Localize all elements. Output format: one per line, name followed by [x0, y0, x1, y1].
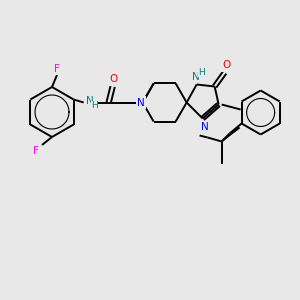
Text: N: N: [137, 98, 145, 107]
Text: N: N: [192, 73, 200, 82]
Text: O: O: [223, 61, 231, 70]
Text: F: F: [54, 64, 60, 74]
Text: O: O: [110, 74, 118, 85]
Text: H: H: [198, 68, 205, 77]
Text: N: N: [201, 122, 208, 131]
Text: F: F: [33, 146, 39, 156]
Text: N: N: [86, 97, 94, 106]
Text: H: H: [91, 101, 98, 110]
